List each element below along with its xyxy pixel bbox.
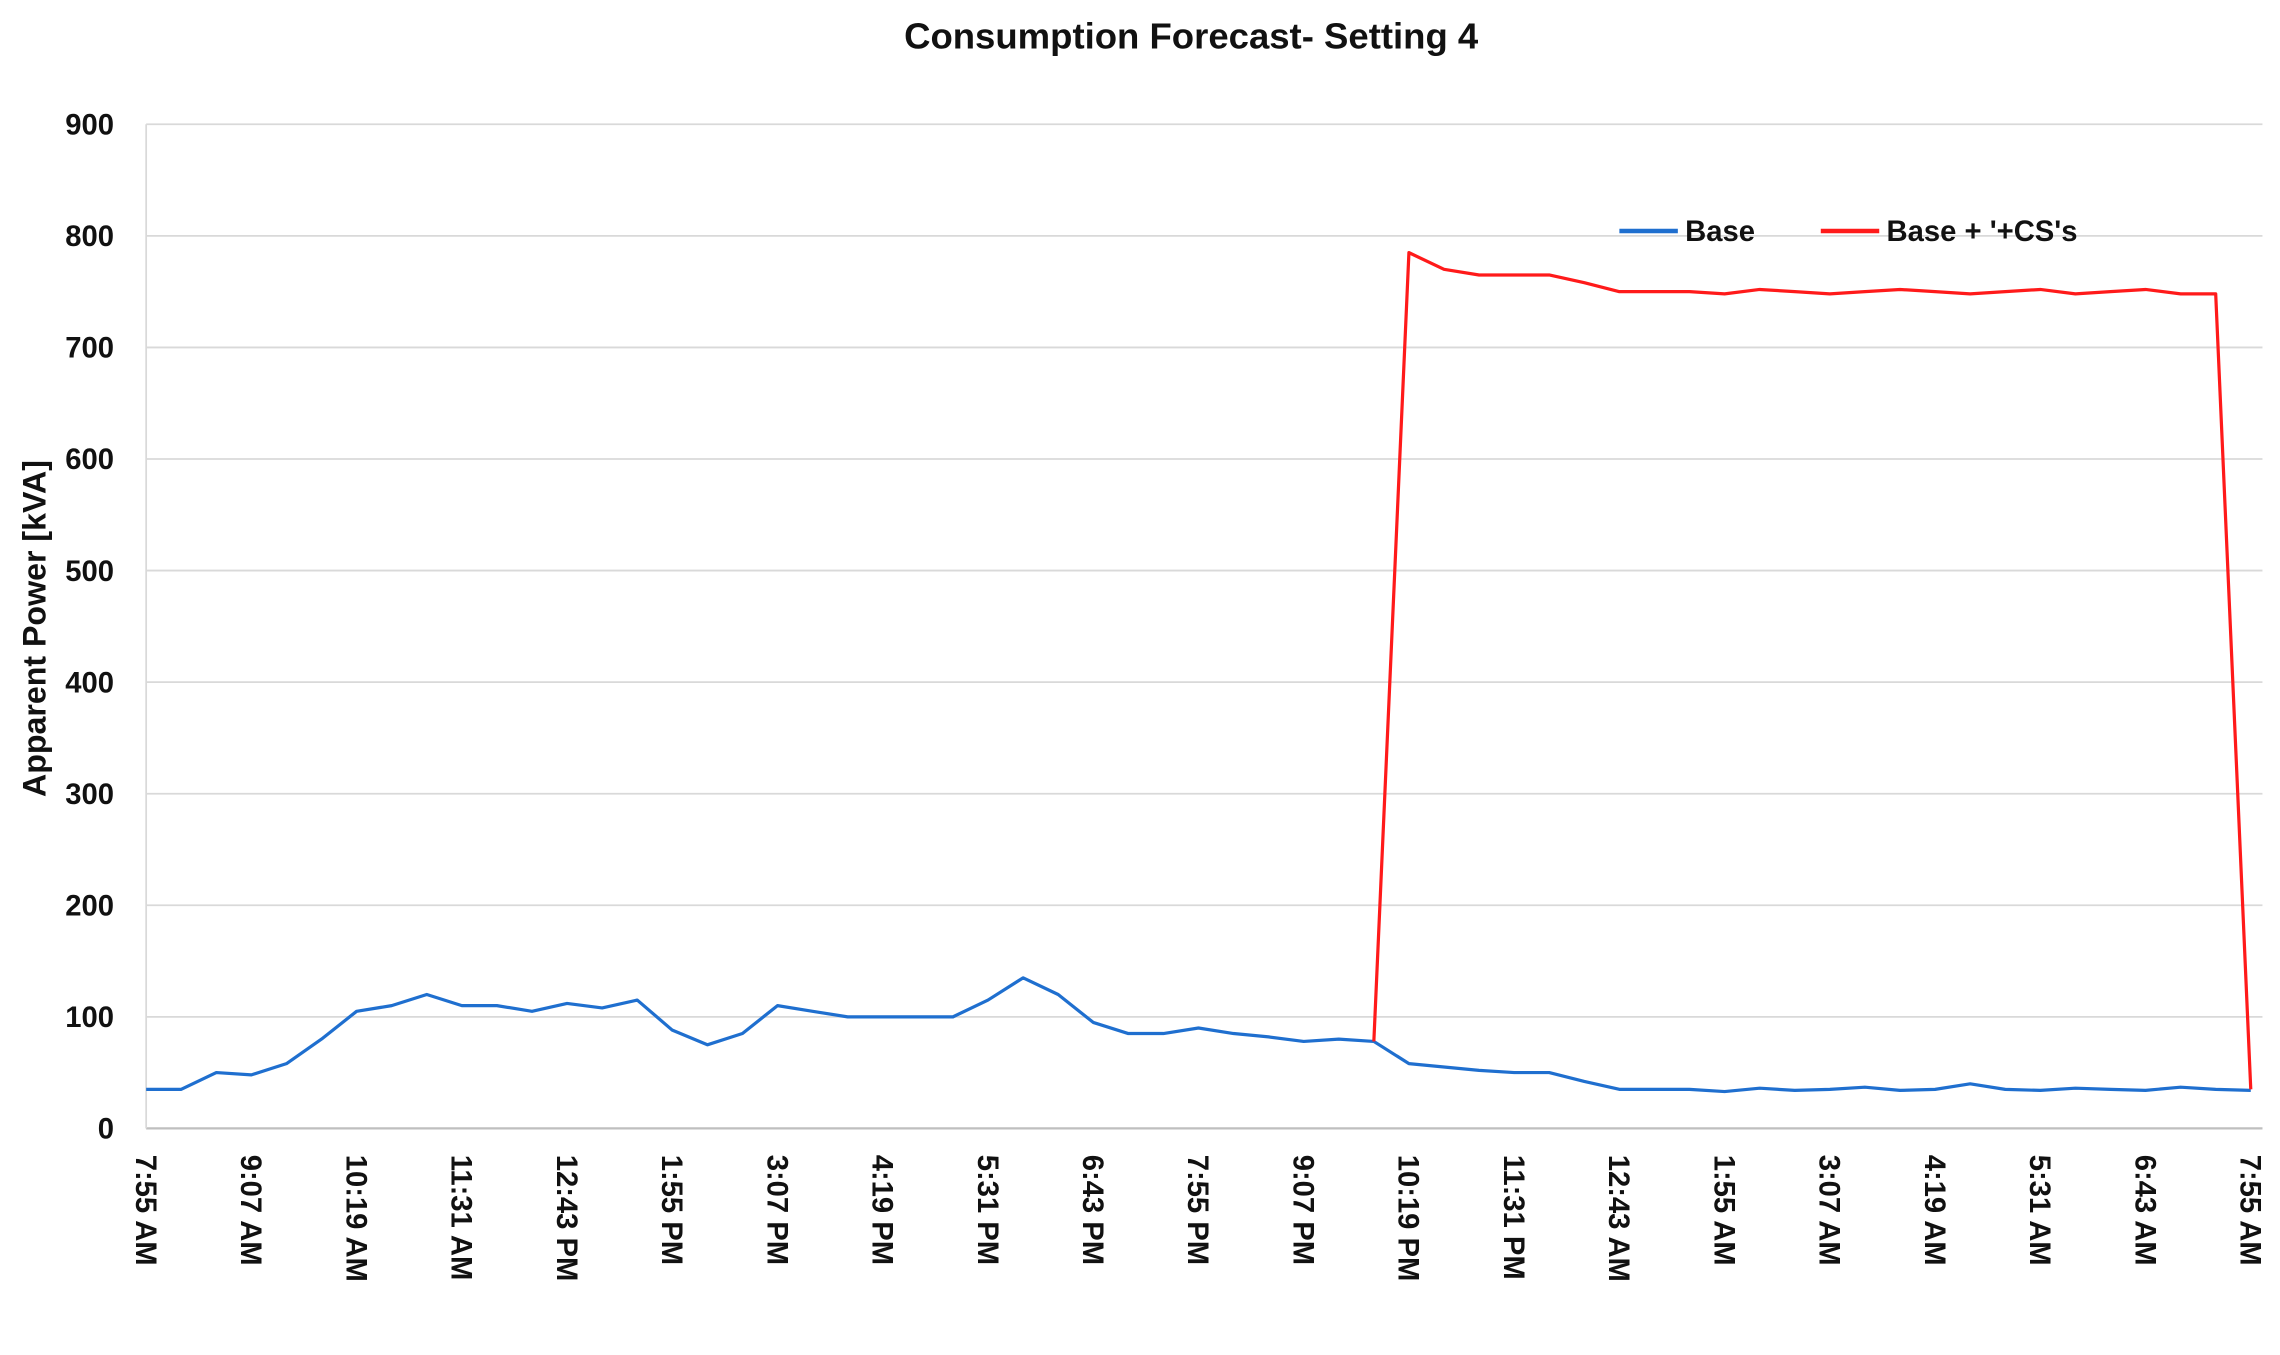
x-tick-label: 12:43 AM — [1602, 1155, 1634, 1282]
x-tick-label: 11:31 PM — [1497, 1155, 1529, 1280]
y-tick-label: 400 — [65, 667, 114, 699]
x-tick-label: 12:43 PM — [550, 1155, 582, 1282]
x-tick-label: 1:55 PM — [655, 1155, 687, 1265]
x-tick-label: 6:43 AM — [2128, 1155, 2160, 1266]
legend-label: Base — [1685, 216, 1755, 248]
y-tick-label: 100 — [65, 1002, 114, 1034]
chart-title: Consumption Forecast- Setting 4 — [904, 15, 1479, 56]
y-tick-label: 600 — [65, 444, 114, 476]
y-tick-label: 200 — [65, 890, 114, 922]
y-tick-label: 700 — [65, 333, 114, 365]
x-tick-label: 10:19 PM — [1392, 1155, 1424, 1282]
x-tick-label: 5:31 PM — [971, 1155, 1003, 1265]
x-tick-label: 7:55 AM — [129, 1155, 161, 1266]
y-tick-label: 900 — [65, 110, 114, 142]
y-tick-label: 0 — [98, 1114, 114, 1146]
x-tick-label: 6:43 PM — [1076, 1155, 1108, 1265]
y-axis-label: Apparent Power [kVA] — [16, 460, 52, 797]
x-tick-label: 1:55 AM — [1707, 1155, 1739, 1266]
series-line — [1372, 251, 2253, 1090]
x-tick-label: 4:19 PM — [866, 1155, 898, 1265]
x-tick-label: 7:55 AM — [2234, 1155, 2266, 1266]
x-tick-label: 5:31 AM — [2023, 1155, 2055, 1266]
x-tick-label: 9:07 AM — [234, 1155, 266, 1266]
y-tick-label: 300 — [65, 779, 114, 811]
x-tick-label: 7:55 PM — [1181, 1155, 1213, 1265]
series-line — [146, 976, 2251, 1094]
x-tick-label: 4:19 AM — [1918, 1155, 1950, 1266]
x-tick-label: 3:07 PM — [760, 1155, 792, 1265]
x-tick-label: 9:07 PM — [1286, 1155, 1318, 1265]
y-tick-label: 800 — [65, 221, 114, 253]
y-tick-label: 500 — [65, 556, 114, 588]
x-tick-label: 10:19 AM — [339, 1155, 371, 1282]
x-tick-label: 11:31 AM — [445, 1155, 477, 1281]
x-tick-label: 3:07 AM — [1813, 1155, 1845, 1266]
legend-label: Base + '+CS's — [1887, 216, 2078, 248]
